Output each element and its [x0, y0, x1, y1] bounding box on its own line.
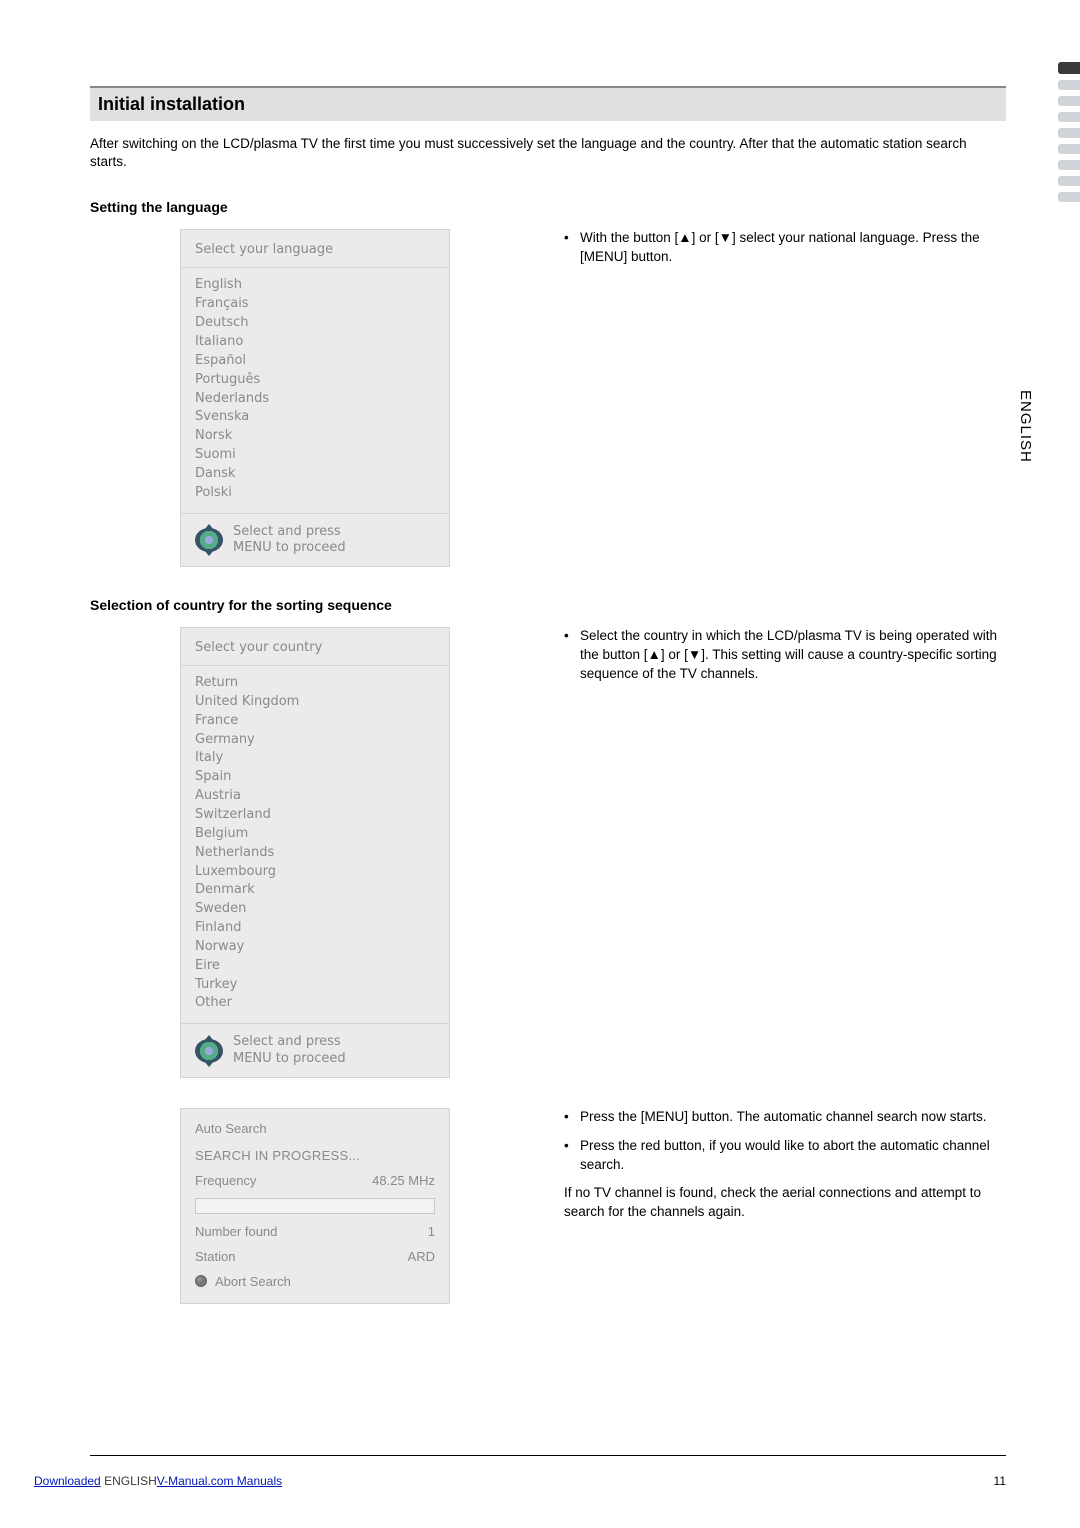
bullet-icon — [564, 1137, 580, 1175]
menu-item: Spain — [195, 768, 435, 787]
menu-item: Switzerland — [195, 806, 435, 825]
number-found-label: Number found — [195, 1224, 277, 1239]
frequency-value: 48.25 MHz — [372, 1173, 435, 1188]
menu-item: Return — [195, 674, 435, 693]
menu-item: Netherlands — [195, 844, 435, 863]
auto-search-title: Auto Search — [195, 1121, 435, 1136]
station-value: ARD — [408, 1249, 435, 1264]
footer-link-prefix[interactable]: Downloaded — [34, 1474, 101, 1488]
menu-item: Svenska — [195, 408, 435, 427]
menu-item: Português — [195, 371, 435, 390]
menu-item: Belgium — [195, 825, 435, 844]
menu-item: Norway — [195, 938, 435, 957]
country-instruction: Select the country in which the LCD/plas… — [564, 627, 1006, 684]
menu-item: Polski — [195, 484, 435, 503]
menu-item: Suomi — [195, 446, 435, 465]
menu-item: Luxembourg — [195, 863, 435, 882]
language-menu-title: Select your language — [181, 230, 449, 268]
instruction-text: Press the red button, if you would like … — [580, 1137, 1006, 1175]
country-menu-panel: Select your country Return United Kingdo… — [180, 627, 450, 1078]
footer-link-suffix[interactable]: V-Manual.com Manuals — [157, 1474, 282, 1488]
menu-item: Finland — [195, 919, 435, 938]
menu-item: Austria — [195, 787, 435, 806]
red-button-icon — [195, 1275, 207, 1287]
country-selection-heading: Selection of country for the sorting seq… — [90, 597, 1006, 613]
section-title: Initial installation — [90, 86, 1006, 121]
instruction-text: Press the [MENU] button. The automatic c… — [580, 1108, 986, 1127]
search-status: SEARCH IN PROGRESS... — [195, 1148, 435, 1163]
footer-mid: ENGLISH — [101, 1474, 157, 1488]
country-menu-list: Return United Kingdom France Germany Ita… — [181, 666, 449, 1023]
bullet-icon — [564, 1108, 580, 1127]
menu-item: France — [195, 712, 435, 731]
menu-item: Dansk — [195, 465, 435, 484]
frequency-label: Frequency — [195, 1173, 256, 1188]
menu-item: Denmark — [195, 881, 435, 900]
menu-item: Eire — [195, 957, 435, 976]
language-instruction: With the button [▲] or [▼] select your n… — [564, 229, 1006, 267]
menu-item: Other — [195, 994, 435, 1013]
abort-search-label: Abort Search — [215, 1274, 291, 1289]
number-found-value: 1 — [428, 1224, 435, 1239]
menu-item: Español — [195, 352, 435, 371]
menu-item: Italiano — [195, 333, 435, 352]
language-menu-list: English Français Deutsch Italiano Españo… — [181, 268, 449, 512]
menu-item: Sweden — [195, 900, 435, 919]
search-note: If no TV channel is found, check the aer… — [564, 1184, 1006, 1222]
station-label: Station — [195, 1249, 235, 1264]
menu-item: United Kingdom — [195, 693, 435, 712]
menu-item: Français — [195, 295, 435, 314]
auto-search-panel: Auto Search SEARCH IN PROGRESS... Freque… — [180, 1108, 450, 1304]
search-instruction-2: Press the red button, if you would like … — [564, 1137, 1006, 1175]
menu-item: Turkey — [195, 976, 435, 995]
language-menu-panel: Select your language English Français De… — [180, 229, 450, 567]
country-menu-title: Select your country — [181, 628, 449, 666]
intro-text: After switching on the LCD/plasma TV the… — [90, 135, 1006, 171]
instruction-text: Select the country in which the LCD/plas… — [580, 627, 1006, 684]
setting-language-heading: Setting the language — [90, 199, 1006, 215]
bullet-icon — [564, 627, 580, 684]
menu-foot-text: Select and press MENU to proceed — [233, 1034, 346, 1067]
menu-item: Germany — [195, 731, 435, 750]
instruction-text: With the button [▲] or [▼] select your n… — [580, 229, 1006, 267]
dpad-icon — [195, 528, 223, 552]
bullet-icon — [564, 229, 580, 267]
progress-bar — [195, 1198, 435, 1214]
menu-item: Norsk — [195, 427, 435, 446]
menu-item: Deutsch — [195, 314, 435, 333]
menu-item: English — [195, 276, 435, 295]
footer-rule — [90, 1455, 1006, 1456]
menu-item: Nederlands — [195, 390, 435, 409]
footer-left: Downloaded ENGLISHV-Manual.com Manuals — [34, 1474, 282, 1488]
page-number: 11 — [994, 1474, 1006, 1488]
menu-foot-text: Select and press MENU to proceed — [233, 524, 346, 557]
dpad-icon — [195, 1039, 223, 1063]
menu-item: Italy — [195, 749, 435, 768]
search-instruction-1: Press the [MENU] button. The automatic c… — [564, 1108, 1006, 1127]
